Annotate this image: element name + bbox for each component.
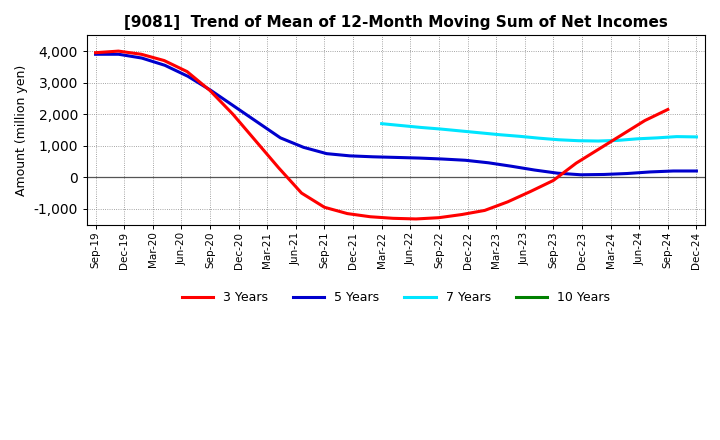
Y-axis label: Amount (million yen): Amount (million yen) — [15, 64, 28, 196]
Title: [9081]  Trend of Mean of 12-Month Moving Sum of Net Incomes: [9081] Trend of Mean of 12-Month Moving … — [124, 15, 668, 30]
Legend: 3 Years, 5 Years, 7 Years, 10 Years: 3 Years, 5 Years, 7 Years, 10 Years — [177, 286, 615, 309]
